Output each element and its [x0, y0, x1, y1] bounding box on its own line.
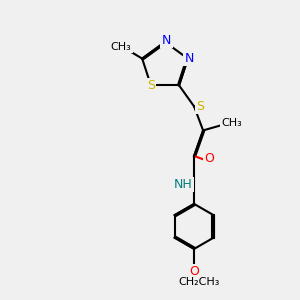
Text: CH₃: CH₃ — [221, 118, 242, 128]
Text: N: N — [184, 52, 194, 65]
Text: NH: NH — [174, 178, 193, 191]
Text: CH₃: CH₃ — [111, 42, 131, 52]
Text: N: N — [162, 34, 171, 47]
Text: S: S — [196, 100, 204, 113]
Text: O: O — [189, 265, 199, 278]
Text: S: S — [147, 79, 155, 92]
Text: CH₂CH₃: CH₂CH₃ — [178, 277, 219, 287]
Text: O: O — [204, 152, 214, 165]
